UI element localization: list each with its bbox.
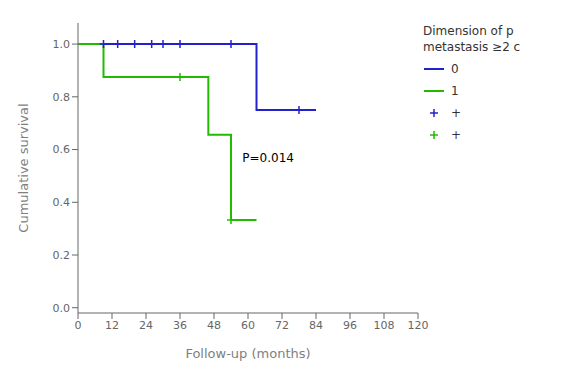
svg-text:24: 24 [139,319,153,332]
svg-text:48: 48 [207,319,221,332]
svg-text:120: 120 [408,319,429,332]
svg-text:0.6: 0.6 [53,143,71,156]
svg-text:0.8: 0.8 [53,91,71,104]
svg-text:12: 12 [105,319,119,332]
html-text:0: 0 [451,62,459,76]
svg-text:Cumulative survival: Cumulative survival [16,103,31,232]
svg-text:108: 108 [374,319,395,332]
svg-text:0.2: 0.2 [53,249,71,262]
svg-text:0: 0 [75,319,82,332]
svg-text:60: 60 [241,319,255,332]
svg-text:84: 84 [309,319,323,332]
svg-text:0.0: 0.0 [53,302,71,315]
svg-text:0.4: 0.4 [53,196,71,209]
svg-text:P=0.014: P=0.014 [242,151,294,165]
svg-text:Follow-up (months): Follow-up (months) [185,346,310,361]
html-text:Dimension of p: Dimension of p [423,24,514,38]
svg-text:1.0: 1.0 [53,38,71,51]
svg-text:96: 96 [343,319,357,332]
html-text:1: 1 [451,84,459,98]
svg-text:72: 72 [275,319,289,332]
html-text:metastasis ≥2 c: metastasis ≥2 c [423,40,521,54]
svg-text:36: 36 [173,319,187,332]
